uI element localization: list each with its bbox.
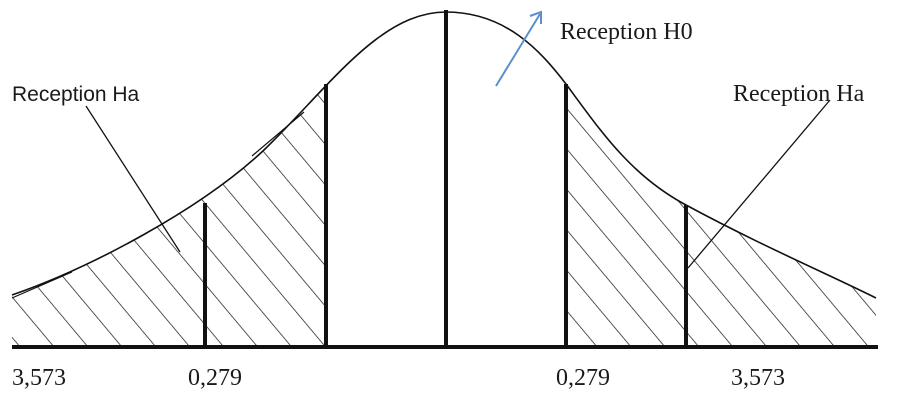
label-reception-h0: Reception H0: [560, 19, 693, 45]
curve-accent-mark-left: [11, 271, 73, 299]
label-reception-ha-left: Reception Ha: [12, 83, 140, 106]
tick-label-far-right: 3,573: [731, 365, 785, 391]
tick-label-inner-left: 0,279: [188, 365, 242, 391]
label-reception-ha-right: Reception Ha: [733, 81, 865, 107]
bell-curve: [11, 11, 877, 299]
pointer-line-left: [85, 105, 181, 253]
tick-label-inner-right: 0,279: [556, 365, 610, 391]
arrow-icon: [495, 10, 542, 87]
tick-label-far-left: 3,573: [12, 365, 66, 391]
pointer-line-right: [687, 99, 831, 269]
curve-accent-mark: [251, 111, 305, 157]
